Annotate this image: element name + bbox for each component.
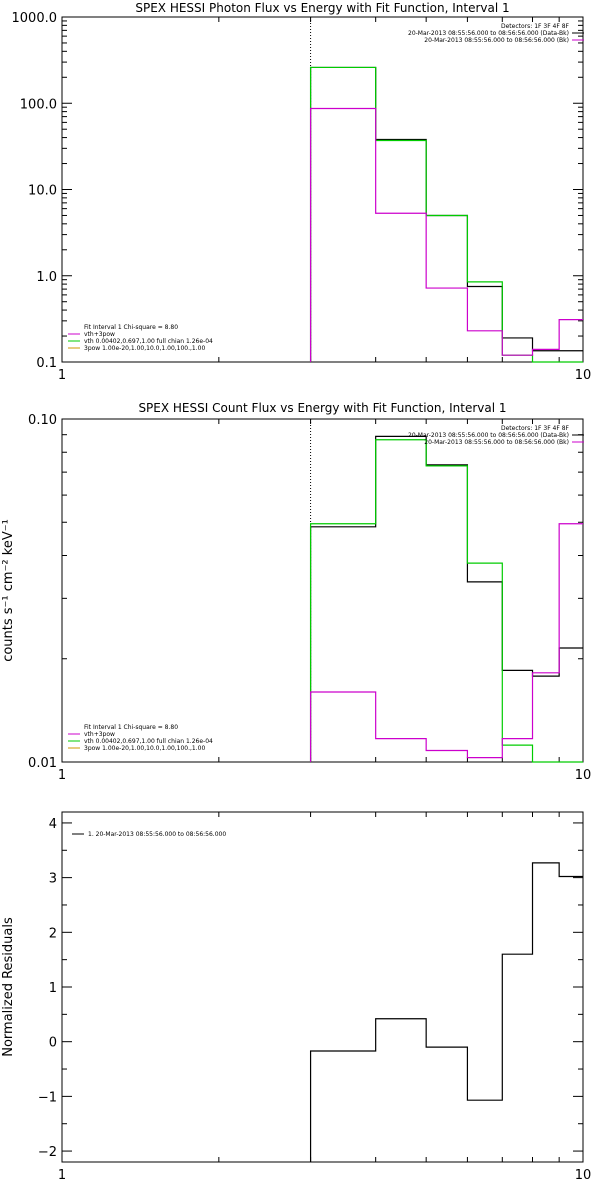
legend-entry: vth+3pow — [84, 331, 115, 338]
series-3-step-line — [309, 107, 583, 362]
x-tick-label: 10 — [575, 1168, 592, 1183]
chart-title: SPEX HESSI Count Flux vs Energy with Fit… — [138, 401, 506, 415]
chart-title: SPEX HESSI Photon Flux vs Energy with Fi… — [135, 1, 509, 15]
legend-entry: vth 0.00402,0.697,1.00 full chian 1.26e-… — [84, 738, 213, 745]
x-tick-label: 10 — [575, 768, 592, 783]
legend-entry: vth+3pow — [84, 731, 115, 738]
chart-panel-3: Normalized Residuals 1 10 −2 −1 0 1 2 3 4 1. 20-Ma… — [1, 811, 592, 1183]
plot-frame — [61, 16, 584, 363]
y-tick-label: 4 — [49, 817, 57, 832]
legend-entry: 20-Mar-2013 08:55:56.000 to 08:56:56.000… — [424, 37, 569, 44]
y-tick-label: 1 — [49, 981, 57, 996]
y-tick-label: 10.0 — [28, 184, 57, 199]
y-tick-label: 3 — [49, 872, 57, 887]
legend-entry: Detectors: 1F 3F 4F 8F — [501, 23, 570, 30]
series-3-step-line — [309, 523, 583, 762]
series-2-step-line — [309, 439, 583, 763]
legend-entry: 3pow 1.00e-20,1.00,10.0,1.00,100.,1.00 — [84, 345, 205, 352]
y-tick-label: 0.10 — [28, 413, 57, 428]
chart-panel-2: SPEX HESSI Count Flux vs Energy with Fit… — [1, 401, 591, 783]
series-1-step-line — [309, 66, 583, 362]
legend-entry: 3pow 1.00e-20,1.00,10.0,1.00,100.,1.00 — [84, 745, 205, 752]
legend-entry: Detectors: 1F 3F 4F 8F — [501, 425, 570, 432]
series-2-step-line — [309, 66, 583, 363]
legend-entry: 20-Mar-2013 08:55:56.000 to 08:56:56.000… — [408, 30, 569, 37]
y-tick-label: 2 — [49, 926, 57, 941]
legend-entry: 20-Mar-2013 08:55:56.000 to 08:56:56.000… — [424, 439, 569, 446]
y-tick-label: 0.1 — [36, 356, 57, 371]
legend-entry: Fit Interval 1 Chi-square = 8.80 — [84, 724, 178, 731]
y-axis-label: counts s⁻¹ cm⁻² keV⁻¹ — [1, 519, 16, 662]
y-tick-label: 0.01 — [28, 756, 57, 771]
plot-frame — [61, 418, 584, 763]
x-tick-label: 1 — [58, 768, 66, 783]
y-tick-label: −2 — [38, 1145, 57, 1160]
x-tick-label: 10 — [575, 368, 592, 383]
x-tick-label: 1 — [58, 368, 66, 383]
legend-entry: 1. 20-Mar-2013 08:55:56.000 to 08:56:56.… — [88, 831, 226, 838]
legend-entry: vth 0.00402,0.697,1.00 full chian 1.26e-… — [84, 338, 213, 345]
y-tick-label: 1.0 — [36, 270, 57, 285]
y-tick-label: 1000.0 — [12, 11, 58, 26]
y-tick-label: −1 — [38, 1090, 57, 1105]
series-1-step-line — [309, 862, 583, 1162]
y-tick-label: 0 — [49, 1036, 57, 1051]
x-tick-label: 1 — [58, 1168, 66, 1183]
legend-entry: 20-Mar-2013 08:55:56.000 to 08:56:56.000… — [408, 432, 569, 439]
y-tick-label: 100.0 — [20, 97, 57, 112]
plot-frame — [61, 811, 584, 1163]
chart-panel-1: SPEX HESSI Photon Flux vs Energy with Fi… — [12, 1, 592, 383]
y-axis-label: Normalized Residuals — [1, 917, 16, 1057]
legend-entry: Fit Interval 1 Chi-square = 8.80 — [84, 324, 178, 331]
series-1-step-line — [309, 435, 583, 762]
